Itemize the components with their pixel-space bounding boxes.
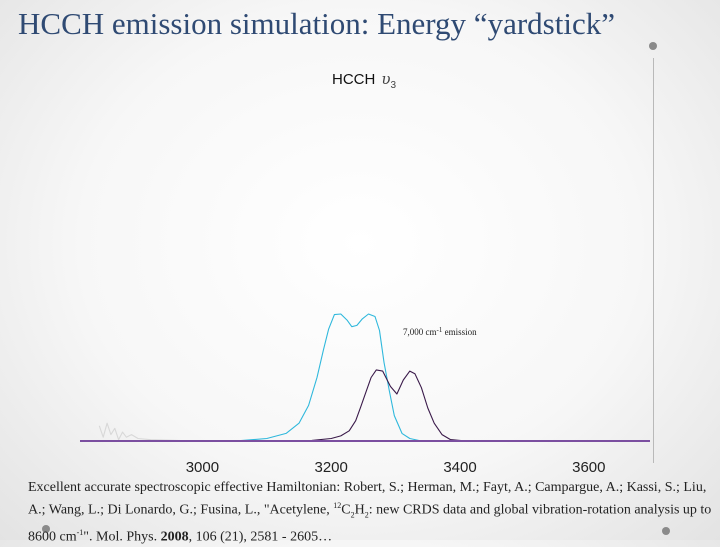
x-tick-label: 3000 — [186, 459, 219, 475]
series-line-3 — [98, 422, 196, 442]
decorative-dot-bottom — [662, 527, 670, 535]
decorative-dot-left — [42, 525, 50, 533]
emission-annotation: 7,000 cm-1 emission — [403, 326, 477, 337]
x-tick-label: 3200 — [315, 459, 348, 475]
decorative-vertical-line — [653, 58, 654, 463]
series-line-2 — [286, 369, 467, 442]
series-line-1 — [202, 313, 422, 442]
chart-title: HCCH υ3 — [332, 70, 396, 91]
decorative-dot-top — [649, 42, 657, 50]
x-tick-labels: 3000 3200 3400 3600 — [186, 459, 606, 475]
series-layer — [98, 313, 467, 442]
x-tick-label: 3400 — [443, 459, 476, 475]
slide-title: HCCH emission simulation: Energy “yardst… — [18, 6, 615, 41]
reference-caption: Excellent accurate spectroscopic effecti… — [28, 480, 712, 546]
emission-chart: HCCH υ3 3000 3200 3400 3600 7,000 cm-1 emiss… — [80, 70, 650, 475]
x-tick-label: 3600 — [572, 459, 605, 475]
